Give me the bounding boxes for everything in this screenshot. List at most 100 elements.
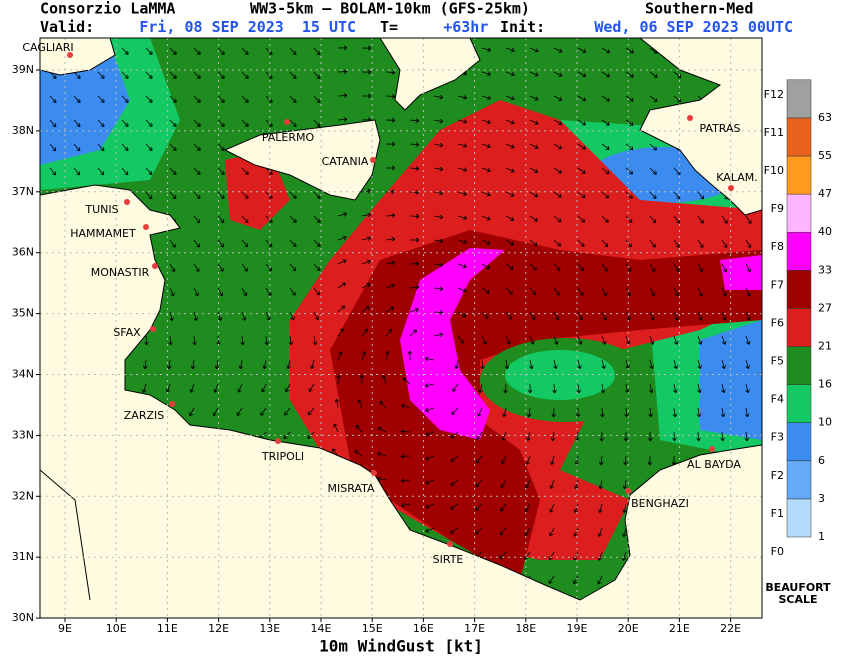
wind-arrow — [697, 383, 702, 394]
wind-arrow — [649, 263, 656, 272]
wind-arrow — [745, 335, 751, 345]
wind-arrow — [505, 95, 515, 101]
beaufort-label: F5 — [771, 355, 784, 368]
wind-arrow — [265, 191, 273, 199]
wind-arrow — [313, 239, 321, 247]
wind-arrow — [553, 167, 562, 174]
wind-arrow — [505, 215, 515, 222]
wind-arrow — [601, 359, 606, 370]
wind-arrow — [598, 503, 603, 513]
wind-arrow — [553, 263, 561, 272]
wind-arrow — [481, 119, 491, 125]
wind-arrow — [313, 47, 321, 56]
wind-arrow — [600, 383, 606, 394]
city-dot — [150, 326, 156, 332]
wind-arrow — [385, 117, 396, 123]
wind-arrow — [549, 479, 555, 489]
wind-arrow — [240, 335, 245, 346]
wind-arrow — [409, 261, 420, 267]
wind-arrow — [265, 215, 273, 223]
wind-arrow — [237, 383, 243, 393]
lon-label: 12E — [208, 622, 229, 635]
wind-arrow — [457, 119, 468, 124]
wind-arrow — [457, 335, 464, 344]
wind-arrow — [169, 47, 177, 55]
wind-arrow — [355, 424, 363, 433]
wind-arrow — [601, 71, 611, 78]
lon-label: 15E — [362, 622, 383, 635]
wind-arrow — [625, 239, 633, 248]
legend: 1 3 6 10 16 21 27 33 40 47 55 63 F0 F1 F2 F3 F4 F5 F6 F7 F8 F… — [764, 79, 832, 606]
wind-arrow — [169, 71, 177, 79]
wind-arrow — [260, 407, 267, 416]
lon-label: 9E — [58, 622, 72, 635]
wind-arrow — [647, 455, 653, 466]
wind-arrow — [214, 359, 220, 370]
wind-arrow — [601, 287, 608, 297]
wind-arrow — [500, 479, 507, 488]
wind-arrow — [553, 47, 563, 53]
legend-swatch — [786, 422, 812, 462]
wind-arrow — [236, 407, 243, 416]
wind-arrow — [623, 455, 628, 466]
wind-arrow — [241, 167, 249, 175]
wind-arrow — [313, 263, 321, 272]
wind-arrow — [310, 359, 315, 369]
wind-arrow — [721, 359, 726, 369]
knot-label: 55 — [818, 149, 832, 162]
wind-arrow — [551, 407, 557, 418]
wind-arrow — [525, 479, 531, 489]
wind-arrow — [377, 451, 387, 457]
city-label: TRIPOLI — [261, 450, 304, 463]
wind-arrow — [649, 95, 658, 102]
wind-arrow — [721, 263, 728, 273]
wind-arrow — [524, 527, 531, 536]
wind-arrow — [261, 383, 267, 393]
wind-arrow — [407, 350, 413, 361]
wind-arrow — [168, 335, 173, 346]
wind-arrow — [73, 119, 81, 128]
wind-arrow — [475, 479, 483, 488]
wind-arrow — [696, 407, 702, 418]
wind-arrow — [217, 191, 225, 199]
wind-arrow — [625, 47, 634, 54]
wind-arrow — [529, 287, 537, 296]
wind-arrow — [433, 166, 444, 172]
wind-arrow — [673, 239, 680, 248]
legend-swatch — [786, 193, 812, 233]
wind-arrow — [745, 239, 752, 249]
valid-label: Valid: — [40, 18, 94, 36]
wind-arrow — [553, 191, 562, 198]
legend-swatch — [786, 270, 812, 309]
lat-label: 31N — [12, 550, 34, 563]
wind-arrow — [433, 118, 444, 124]
wind-arrow — [553, 119, 563, 126]
wind-arrow — [193, 191, 201, 200]
wind-arrow — [381, 375, 387, 385]
wind-arrow — [145, 119, 153, 127]
wind-arrow — [601, 311, 607, 321]
beaufort-label: F1 — [771, 507, 784, 520]
wind-arrow — [166, 359, 172, 370]
wind-arrow — [476, 455, 483, 464]
wind-arrow — [425, 479, 435, 485]
wind-arrow — [361, 236, 372, 241]
city-dot — [152, 263, 158, 269]
wind-arrow — [672, 431, 677, 442]
wind-arrow — [49, 167, 57, 176]
city-label: CAGLIARI — [22, 41, 73, 54]
wind-arrow — [385, 70, 396, 75]
wind-arrow — [577, 95, 587, 102]
wind-arrow — [505, 335, 511, 345]
city-dot — [728, 185, 734, 191]
wind-arrow — [337, 235, 347, 241]
lead-label: T= — [380, 18, 398, 36]
city-dot — [275, 438, 281, 444]
lon-label: 17E — [464, 622, 485, 635]
wind-arrow — [524, 551, 531, 560]
wind-arrow — [337, 117, 348, 122]
legend-swatch — [786, 460, 812, 500]
wind-arrow — [313, 215, 321, 223]
wind-arrow — [190, 359, 196, 370]
wind-arrow — [73, 95, 81, 103]
